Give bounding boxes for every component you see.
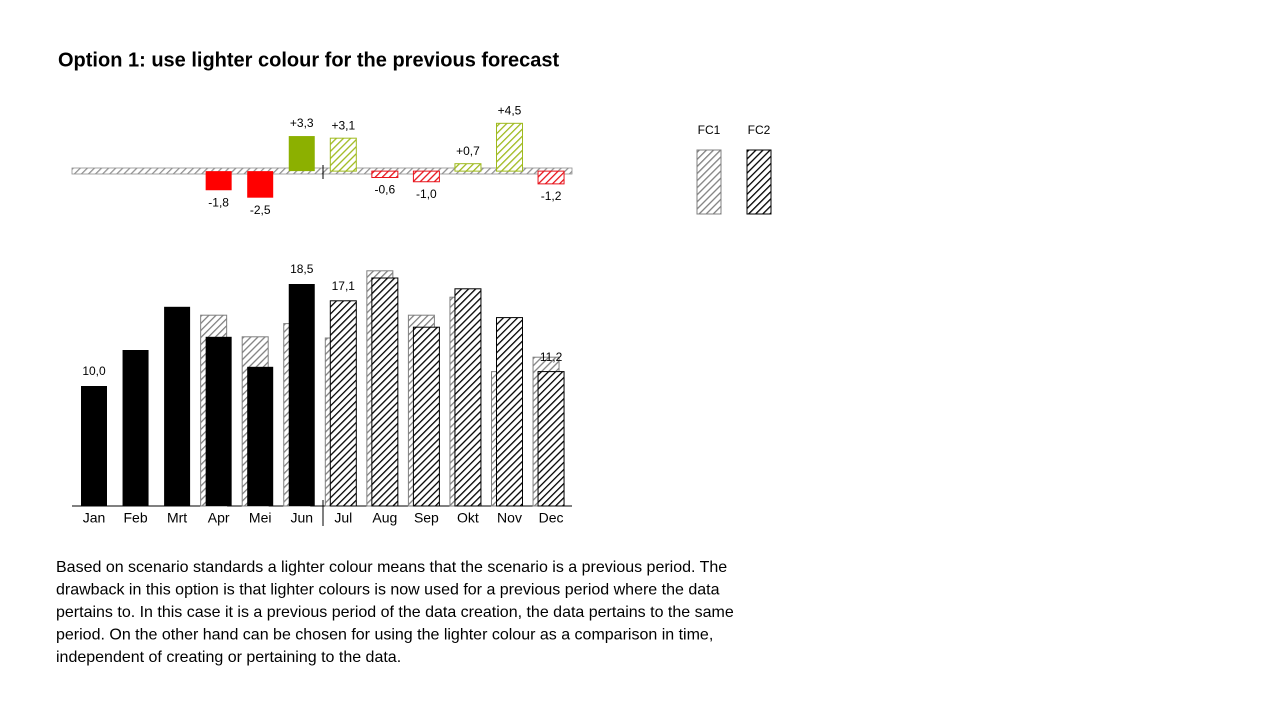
data-label: +3,1 [331, 118, 355, 132]
variance-bar [454, 163, 482, 172]
x-tick-label: Sep [414, 510, 439, 526]
variance-bar [371, 170, 399, 178]
variance-bar [205, 171, 232, 191]
variance-bar [329, 137, 357, 172]
data-label: -2,5 [250, 203, 271, 217]
bar [247, 366, 274, 506]
bar [412, 326, 440, 507]
data-label: 11,2 [540, 350, 563, 364]
x-tick-label: Nov [497, 510, 522, 526]
bar [454, 288, 482, 507]
x-tick-label: Mrt [167, 510, 187, 526]
bar [288, 284, 315, 506]
data-label: -1,2 [541, 189, 562, 203]
variance-bar [496, 122, 523, 172]
x-tick-label: Dec [539, 510, 564, 526]
variance-bar [537, 170, 565, 185]
title: Option 1: use lighter colour for the pre… [58, 49, 560, 71]
bar [122, 350, 149, 506]
bar [164, 306, 191, 506]
x-tick-label: Feb [123, 510, 147, 526]
bar [371, 277, 399, 507]
legend-swatch [746, 149, 772, 215]
x-tick-label: Aug [372, 510, 397, 526]
bar [537, 371, 565, 507]
body-text: period. On the other hand can be chosen … [56, 627, 713, 644]
data-label: -1,8 [208, 195, 229, 209]
data-label: -1,0 [416, 187, 437, 201]
legend-swatch [696, 149, 722, 215]
legend-label: FC2 [748, 123, 771, 137]
bar [81, 386, 107, 506]
data-label: +0,7 [456, 144, 480, 158]
x-tick-label: Jun [290, 510, 313, 526]
body-text: Based on scenario standards a lighter co… [56, 559, 727, 576]
data-label: +3,3 [290, 116, 314, 130]
data-label: 10,0 [82, 364, 106, 378]
body-text: pertains to. In this case it is a previo… [56, 604, 734, 621]
x-tick-label: Jul [334, 510, 352, 526]
x-tick-label: Okt [457, 510, 479, 526]
data-label: +4,5 [498, 103, 522, 117]
bar [496, 317, 523, 507]
x-tick-label: Jan [83, 510, 106, 526]
variance-bar [247, 171, 274, 198]
body-text: independent of creating or pertaining to… [56, 649, 401, 666]
bar [205, 336, 232, 506]
variance-bar [412, 170, 440, 183]
data-label: 18,5 [290, 262, 314, 276]
x-tick-label: Mei [249, 510, 272, 526]
data-label: -0,6 [375, 183, 396, 197]
variance-baseline [71, 167, 573, 175]
data-label: 17,1 [332, 279, 356, 293]
body-text: drawback in this option is that lighter … [56, 582, 720, 599]
legend-label: FC1 [698, 123, 721, 137]
x-tick-label: Apr [208, 510, 230, 526]
bar [329, 300, 357, 507]
variance-bar [288, 136, 315, 172]
